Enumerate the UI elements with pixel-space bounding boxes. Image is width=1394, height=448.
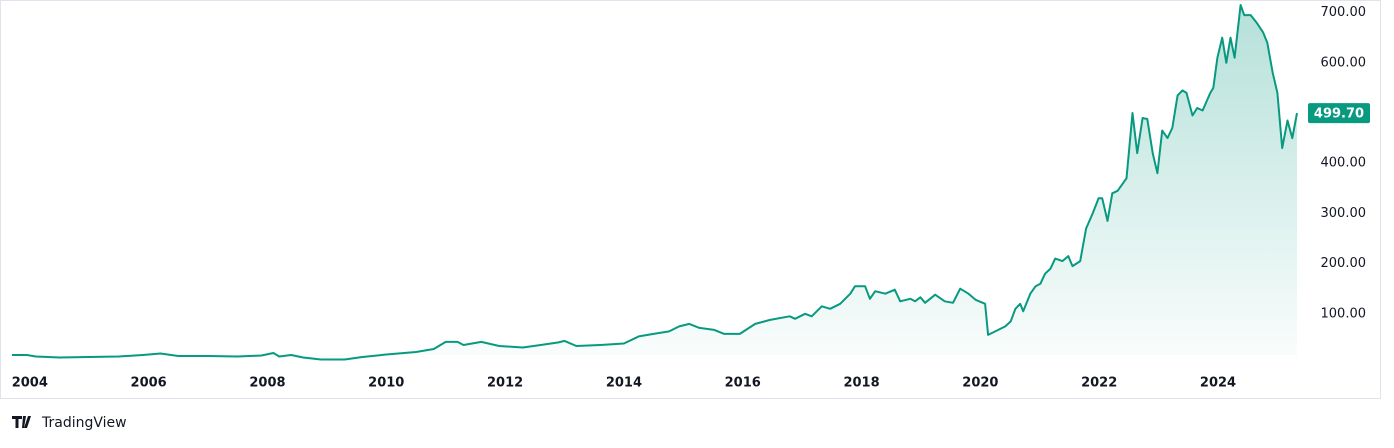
x-tick-label: 2018 [843,376,879,391]
frame [0,0,1381,399]
logo [12,416,31,428]
x-tick-label: 2022 [1081,376,1117,391]
x-tick-label: 2010 [368,376,404,391]
attribution: TradingView [41,415,127,431]
y-tick-label: 400.00 [1321,156,1367,171]
x-tick-label: 2012 [487,376,523,391]
x-tick-label: 2020 [962,376,998,391]
x-tick-label: 2014 [606,376,642,391]
price-label: 499.70 [1314,107,1364,122]
y-tick-label: 200.00 [1321,256,1367,271]
area-fill [12,5,1298,360]
y-tick-label: 700.00 [1321,5,1367,20]
price-label-box [1308,103,1370,124]
x-tick-label: 2008 [249,376,285,391]
x-tick-label: 2006 [131,376,167,391]
price-line [12,4,1298,361]
x-tick-label: 2024 [1200,376,1236,391]
x-tick-label: 2004 [12,376,48,391]
y-tick-label: 100.00 [1321,306,1367,321]
y-tick-label: 600.00 [1321,55,1367,70]
x-tick-label: 2016 [725,376,761,391]
y-tick-label: 300.00 [1321,206,1367,221]
